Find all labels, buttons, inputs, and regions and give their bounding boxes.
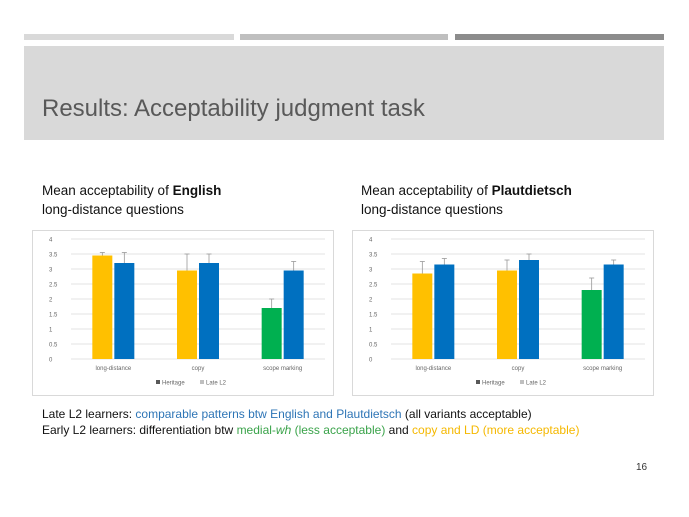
summary-2a: Early L2 learners: differentiation btw [42, 423, 237, 437]
bar [261, 308, 282, 359]
chart-english: 0 0.5 1 1.5 2 2.5 3 3.5 4 long-distance copy scope … [32, 230, 334, 396]
slide-title: Results: Acceptability judgment task [42, 95, 425, 122]
summary-1c: (all variants acceptable) [401, 407, 532, 421]
summary-2b: medial- [236, 423, 276, 437]
summary-2e: copy and LD (more acceptable) [412, 423, 580, 437]
legend-swatch [200, 380, 204, 384]
page-number: 16 [636, 462, 648, 473]
y-tick-label: 2.5 [49, 283, 58, 289]
legend-swatch [520, 380, 524, 384]
y-tick-label: 2.5 [369, 283, 378, 289]
bar [434, 264, 455, 359]
y-tick-label: 1 [49, 328, 53, 334]
bar [603, 264, 624, 359]
summary-1a: Late L2 learners: [42, 407, 136, 421]
summary-2b-italic: wh [275, 423, 292, 437]
y-tick-label: 4 [369, 238, 373, 244]
chart-plautdietsch: 0 0.5 1 1.5 2 2.5 3 3.5 4 long-distance copy scope … [352, 230, 654, 396]
chart-heading-prefix: Mean acceptability of [42, 183, 173, 198]
chart-heading-english: Mean acceptability of English long-dista… [42, 181, 221, 219]
bar [519, 260, 539, 359]
y-tick-label: 0.5 [369, 343, 378, 349]
summary-2d: and [385, 423, 413, 437]
bar [114, 263, 135, 359]
y-tick-label: 0 [369, 358, 373, 364]
y-tick-label: 3.5 [369, 253, 378, 259]
bar [177, 270, 197, 359]
x-tick-label: copy [192, 366, 205, 372]
chart-heading-language: English [172, 183, 222, 198]
y-tick-label: 1.5 [369, 313, 378, 319]
legend-label: Late L2 [526, 381, 547, 387]
legend-swatch [476, 380, 480, 384]
chart-heading-plautdietsch: Mean acceptability of Plautdietsch long-… [361, 181, 572, 219]
legend-label: Heritage [482, 381, 505, 387]
y-tick-label: 0 [49, 358, 53, 364]
y-tick-label: 0.5 [49, 343, 58, 349]
summary-2c: (less acceptable) [291, 423, 386, 437]
top-bar-segment-1 [24, 34, 234, 40]
chart-heading-prefix: Mean acceptability of [361, 183, 492, 198]
y-tick-label: 1.5 [49, 313, 58, 319]
bar [412, 273, 433, 359]
top-bar-segment-3 [455, 34, 664, 40]
title-band [24, 46, 664, 140]
summary-line-1: Late L2 learners: comparable patterns bt… [42, 407, 532, 421]
chart-heading-line2: long-distance questions [42, 202, 184, 217]
chart-english-svg: 0 0.5 1 1.5 2 2.5 3 3.5 4 long-distance copy scope … [49, 238, 325, 387]
bar [199, 263, 219, 359]
x-tick-label: long-distance [415, 366, 451, 372]
x-tick-label: long-distance [95, 366, 131, 372]
top-bar-segment-2 [240, 34, 448, 40]
bar [581, 290, 602, 359]
summary-1b: comparable patterns btw English and Plau… [135, 407, 402, 421]
y-tick-label: 1 [369, 328, 373, 334]
y-tick-label: 3.5 [49, 253, 58, 259]
chart-plautdietsch-svg: 0 0.5 1 1.5 2 2.5 3 3.5 4 long-distance copy scope … [369, 238, 645, 387]
bar [92, 255, 113, 359]
chart-heading-language: Plautdietsch [491, 183, 572, 198]
y-tick-label: 3 [369, 268, 373, 274]
y-tick-label: 2 [369, 298, 373, 304]
y-tick-label: 2 [49, 298, 53, 304]
y-tick-label: 4 [49, 238, 53, 244]
x-tick-label: copy [512, 366, 525, 372]
x-tick-label: scope marking [263, 366, 302, 372]
summary-line-2: Early L2 learners: differentiation btw m… [42, 423, 579, 437]
y-tick-label: 3 [49, 268, 53, 274]
legend-label: Late L2 [206, 381, 227, 387]
chart-heading-line2: long-distance questions [361, 202, 503, 217]
legend-label: Heritage [162, 381, 185, 387]
legend-swatch [156, 380, 160, 384]
x-tick-label: scope marking [583, 366, 622, 372]
bar [497, 270, 517, 359]
bar [283, 270, 304, 359]
